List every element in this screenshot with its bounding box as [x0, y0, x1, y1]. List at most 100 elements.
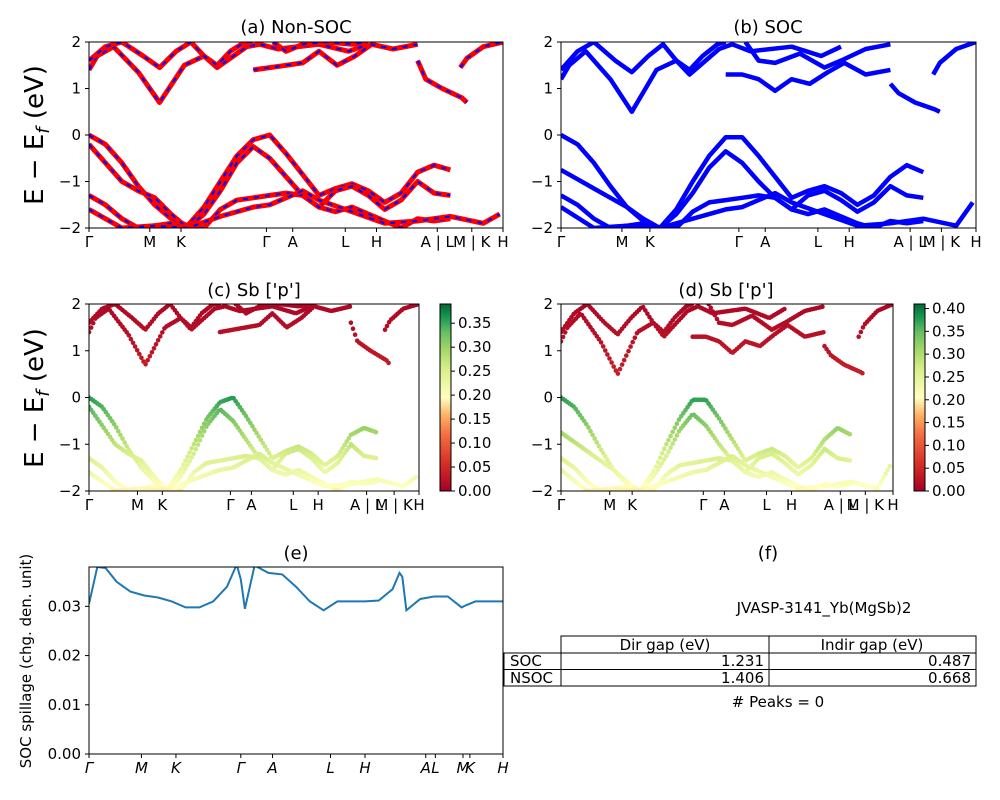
projection-point [670, 429, 675, 435]
x-tick-label: A [288, 233, 299, 251]
projection-point [183, 466, 188, 471]
peaks-label: # Peaks = 0 [732, 693, 824, 711]
projection-point [336, 452, 341, 458]
projection-point [668, 433, 673, 439]
projection-point [352, 332, 358, 338]
band-lines [561, 42, 976, 228]
soc-band [725, 60, 891, 94]
projection-point [607, 356, 612, 361]
projection-point [881, 475, 886, 480]
colorbar-tick-label: 0.05 [932, 459, 965, 477]
table-cell: 1.231 [721, 652, 764, 670]
projection-point [151, 346, 157, 351]
projection-point [201, 428, 207, 434]
projection-point [137, 351, 142, 357]
y-tick-label: 2 [71, 295, 81, 313]
projection-point [178, 473, 184, 479]
table-header-dir: Dir gap (eV) [620, 636, 711, 654]
x-tick-label: H [970, 233, 981, 251]
x-tick-label: A | L [421, 233, 455, 251]
projection-point [874, 486, 880, 491]
projection-point [338, 449, 343, 455]
projection-point [189, 446, 194, 451]
projection-point [195, 433, 201, 439]
projection-point [89, 329, 92, 335]
x-tick-label: M | K [847, 496, 886, 514]
x-tick-label: L [762, 496, 771, 514]
projection-point [348, 320, 354, 326]
table-cell: 0.487 [928, 652, 971, 670]
x-tick-label: M | K [375, 496, 414, 514]
projection-point [199, 425, 205, 431]
y-tick-label: −1 [59, 173, 81, 191]
x-tick-label: A [246, 496, 257, 514]
x-tick-label: L [431, 759, 439, 777]
plot-frame [88, 566, 504, 755]
panel-b-title: (b) SOC [733, 17, 802, 38]
x-tick-label: H [413, 496, 424, 514]
projection-point [340, 446, 345, 451]
nsoc-band-dash [89, 189, 501, 228]
projection-point [199, 433, 205, 438]
x-tick-label: M [135, 759, 148, 777]
table-header-indir: Indir gap (eV) [821, 636, 924, 654]
projection-point [731, 439, 737, 445]
projection-point [632, 335, 638, 341]
y-tick-label: −2 [531, 482, 553, 500]
projection-point [197, 437, 203, 443]
projection-point [185, 454, 190, 459]
projection-point [668, 445, 673, 451]
x-tick-label: M [457, 759, 470, 777]
projection-point [124, 443, 129, 449]
projection-point [657, 455, 663, 461]
projection-point [657, 463, 663, 469]
colorbar-tick-label: 0.10 [932, 436, 965, 454]
panel-e-plot: 0.000.010.020.03Γ M K Γ A L H A L MK H [48, 566, 509, 777]
colorbar-tick-label: 0.25 [932, 368, 965, 386]
projection-point [721, 423, 726, 428]
projection-point [216, 304, 222, 307]
projection-point [384, 323, 390, 329]
projection-point [605, 352, 610, 357]
projection-point [655, 459, 661, 465]
panel-f: (f) JVASP-3141_Yb(MgSb)2 Dir gap (eV) In… [503, 543, 977, 711]
x-tick-label: M [143, 233, 156, 251]
x-tick-label: A [420, 759, 431, 777]
projection-point [588, 428, 593, 434]
y-tick-label: 1 [543, 342, 553, 360]
projection-point [248, 420, 253, 426]
y-tick-label: 0 [543, 126, 553, 144]
x-tick-label: Γ [85, 759, 95, 777]
panel-a-ylabel: E − Ef (eV) [20, 65, 54, 205]
projection-point [134, 348, 140, 353]
y-tick-label: 1 [543, 80, 553, 98]
x-tick-label: A [266, 759, 277, 777]
soc-band [561, 149, 924, 228]
projection-point [584, 421, 589, 427]
x-tick-label: H [497, 233, 508, 251]
panel-e-title: (e) [283, 543, 308, 564]
projection-point [672, 437, 678, 442]
projection-point [155, 338, 161, 343]
projection-point [245, 417, 251, 422]
projection-point [664, 453, 669, 459]
x-tick-label: A | L [824, 496, 858, 514]
projection-point [603, 348, 608, 353]
projection-point [676, 417, 682, 422]
projection-point [181, 462, 186, 468]
y-tick-label: 0 [71, 389, 81, 407]
table-row-label: SOC [510, 652, 542, 670]
soc-band [931, 42, 976, 76]
panel-e: (e) 0.000.010.020.03Γ M K Γ A L H A L MK H SOC spi… [17, 543, 509, 777]
projection-point [666, 449, 671, 455]
nsoc-band [89, 132, 452, 228]
projection-point [262, 444, 268, 449]
projection-point [609, 360, 614, 365]
projection-point [733, 443, 739, 448]
projection-point [712, 312, 718, 318]
projection-point [655, 467, 661, 472]
